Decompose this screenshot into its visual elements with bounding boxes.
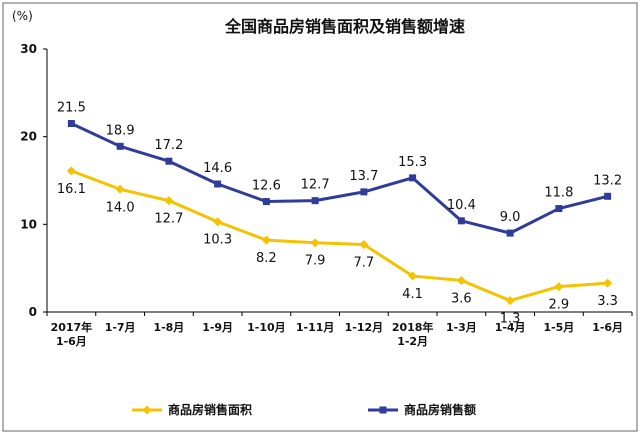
data-point-marker (66, 166, 76, 176)
x-tick-label: 2018年 1-2月 (392, 320, 434, 348)
legend-swatch-marker (379, 406, 387, 414)
data-point-marker (360, 188, 368, 196)
chart-title: 全国商品房销售面积及销售额增速 (224, 17, 465, 36)
x-tick-label: 1-3月 (446, 321, 477, 334)
data-point-marker (409, 174, 417, 182)
data-point-marker (213, 217, 223, 227)
series-line-1 (70, 122, 608, 235)
data-label: 13.7 (349, 169, 378, 184)
data-point-marker (554, 282, 564, 292)
data-point-marker (359, 239, 369, 249)
series-layer (66, 120, 613, 306)
data-point-marker (456, 275, 466, 285)
x-tick-label: 1-11月 (296, 321, 335, 334)
data-label: 12.6 (252, 179, 281, 194)
data-point-marker (116, 142, 124, 150)
data-label: 10.3 (203, 233, 232, 248)
x-tick-label: 1-12月 (345, 321, 384, 334)
data-point-marker (506, 229, 514, 237)
x-tick-label: 1-8月 (153, 321, 184, 334)
data-label: 13.2 (593, 173, 622, 188)
y-tick-label: 0 (29, 305, 37, 319)
data-label: 2.9 (549, 298, 570, 313)
data-label: 12.7 (301, 178, 330, 193)
data-point-marker (262, 198, 270, 206)
data-point-marker (555, 205, 563, 213)
legend-swatch-marker (142, 405, 152, 415)
y-tick-label: 30 (20, 42, 37, 56)
data-label: 1.3 (500, 312, 521, 327)
data-label: 14.0 (106, 200, 135, 215)
data-label: 11.8 (544, 186, 573, 201)
legend: 商品房销售面积 商品房销售额 (132, 402, 476, 417)
data-point-marker (310, 238, 320, 248)
data-point-marker (164, 196, 174, 206)
axes: 0 10 20 30 2017年 1-6月 1-7月 1-8月 1-9月 1-10月 1-11月 1-… (20, 42, 633, 348)
x-tick-label: 1-4月 (495, 321, 526, 334)
legend-label: 商品房销售面积 (168, 402, 252, 417)
data-point-marker (457, 217, 465, 225)
data-label: 10.4 (447, 198, 476, 213)
data-label: 7.9 (305, 254, 326, 269)
data-label: 15.3 (398, 155, 427, 170)
data-point-marker (115, 184, 125, 194)
y-tick-label: 20 (20, 130, 37, 144)
x-tick-label: 1-5月 (543, 321, 574, 334)
data-label: 17.2 (154, 138, 183, 153)
data-point-marker (261, 235, 271, 245)
data-label: 21.5 (57, 101, 86, 116)
data-point-marker (603, 278, 613, 288)
data-labels: 16.1 14.0 12.7 10.3 8.2 7.9 7.7 4.1 3.6 1.3 2.9 3.3… (57, 101, 622, 327)
legend-label: 商品房销售额 (404, 402, 476, 417)
x-tick-label: 1-7月 (105, 321, 136, 334)
data-point-marker (311, 197, 319, 205)
data-point-marker (165, 157, 173, 165)
data-label: 4.1 (402, 287, 423, 302)
x-tick-label: 1-10月 (247, 321, 286, 334)
data-label: 3.3 (597, 294, 618, 309)
data-point-marker (214, 180, 222, 188)
x-tick-label: 2017年 1-6月 (51, 320, 93, 348)
x-tick-label: 1-9月 (202, 321, 233, 334)
data-label: 9.0 (500, 210, 521, 225)
data-point-marker (505, 296, 515, 306)
y-axis-unit: (%) (12, 9, 33, 23)
data-label: 8.2 (256, 251, 277, 266)
series-line-0 (70, 169, 608, 303)
data-label: 14.6 (203, 161, 232, 176)
data-point-marker (67, 120, 75, 128)
data-point-marker (408, 271, 418, 281)
data-point-marker (604, 192, 612, 200)
data-label: 12.7 (154, 212, 183, 227)
data-label: 18.9 (106, 123, 135, 138)
y-tick-label: 10 (20, 217, 37, 231)
x-tick-label: 1-6月 (592, 321, 623, 334)
data-label: 7.7 (354, 255, 375, 270)
data-label: 3.6 (451, 291, 472, 306)
data-label: 16.1 (57, 182, 86, 197)
